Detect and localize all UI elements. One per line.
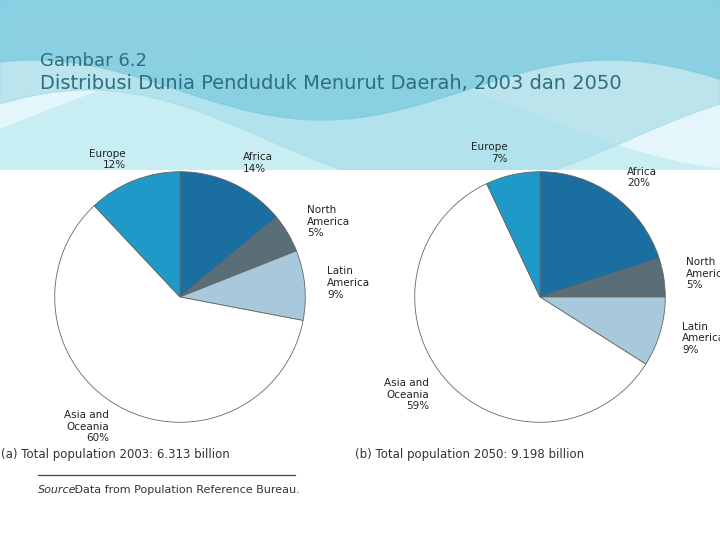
Text: Gambar 6.2: Gambar 6.2 — [40, 52, 147, 70]
Wedge shape — [487, 172, 540, 297]
Text: Europe
7%: Europe 7% — [471, 142, 508, 164]
Text: (b) Total population 2050: 9.198 billion: (b) Total population 2050: 9.198 billion — [356, 448, 585, 461]
Text: Asia and
Oceania
59%: Asia and Oceania 59% — [384, 378, 429, 411]
Text: North
America
5%: North America 5% — [686, 257, 720, 291]
Wedge shape — [540, 297, 665, 364]
Text: Africa
14%: Africa 14% — [243, 152, 273, 174]
Text: Europe
12%: Europe 12% — [89, 148, 125, 170]
Text: Latin
America
9%: Latin America 9% — [327, 266, 370, 300]
Text: North
America
5%: North America 5% — [307, 205, 351, 238]
Wedge shape — [55, 206, 303, 422]
Wedge shape — [415, 184, 646, 422]
Text: Asia and
Oceania
60%: Asia and Oceania 60% — [64, 410, 109, 443]
Text: Data from Population Reference Bureau.: Data from Population Reference Bureau. — [71, 485, 300, 495]
Wedge shape — [180, 217, 297, 297]
Wedge shape — [180, 251, 305, 320]
Wedge shape — [540, 258, 665, 297]
Text: Source:: Source: — [38, 485, 80, 495]
Text: Distribusi Dunia Penduduk Menurut Daerah, 2003 dan 2050: Distribusi Dunia Penduduk Menurut Daerah… — [40, 74, 621, 93]
Wedge shape — [94, 172, 180, 297]
FancyBboxPatch shape — [0, 0, 720, 170]
Bar — [0, 170, 720, 540]
Wedge shape — [180, 172, 276, 297]
Text: Latin
America
9%: Latin America 9% — [682, 322, 720, 355]
Wedge shape — [540, 172, 659, 297]
Text: (a) Total population 2003: 6.313 billion: (a) Total population 2003: 6.313 billion — [1, 448, 230, 461]
Text: Africa
20%: Africa 20% — [627, 167, 657, 188]
